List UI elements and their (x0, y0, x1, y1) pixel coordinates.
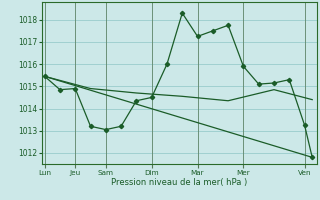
X-axis label: Pression niveau de la mer( hPa ): Pression niveau de la mer( hPa ) (111, 178, 247, 187)
